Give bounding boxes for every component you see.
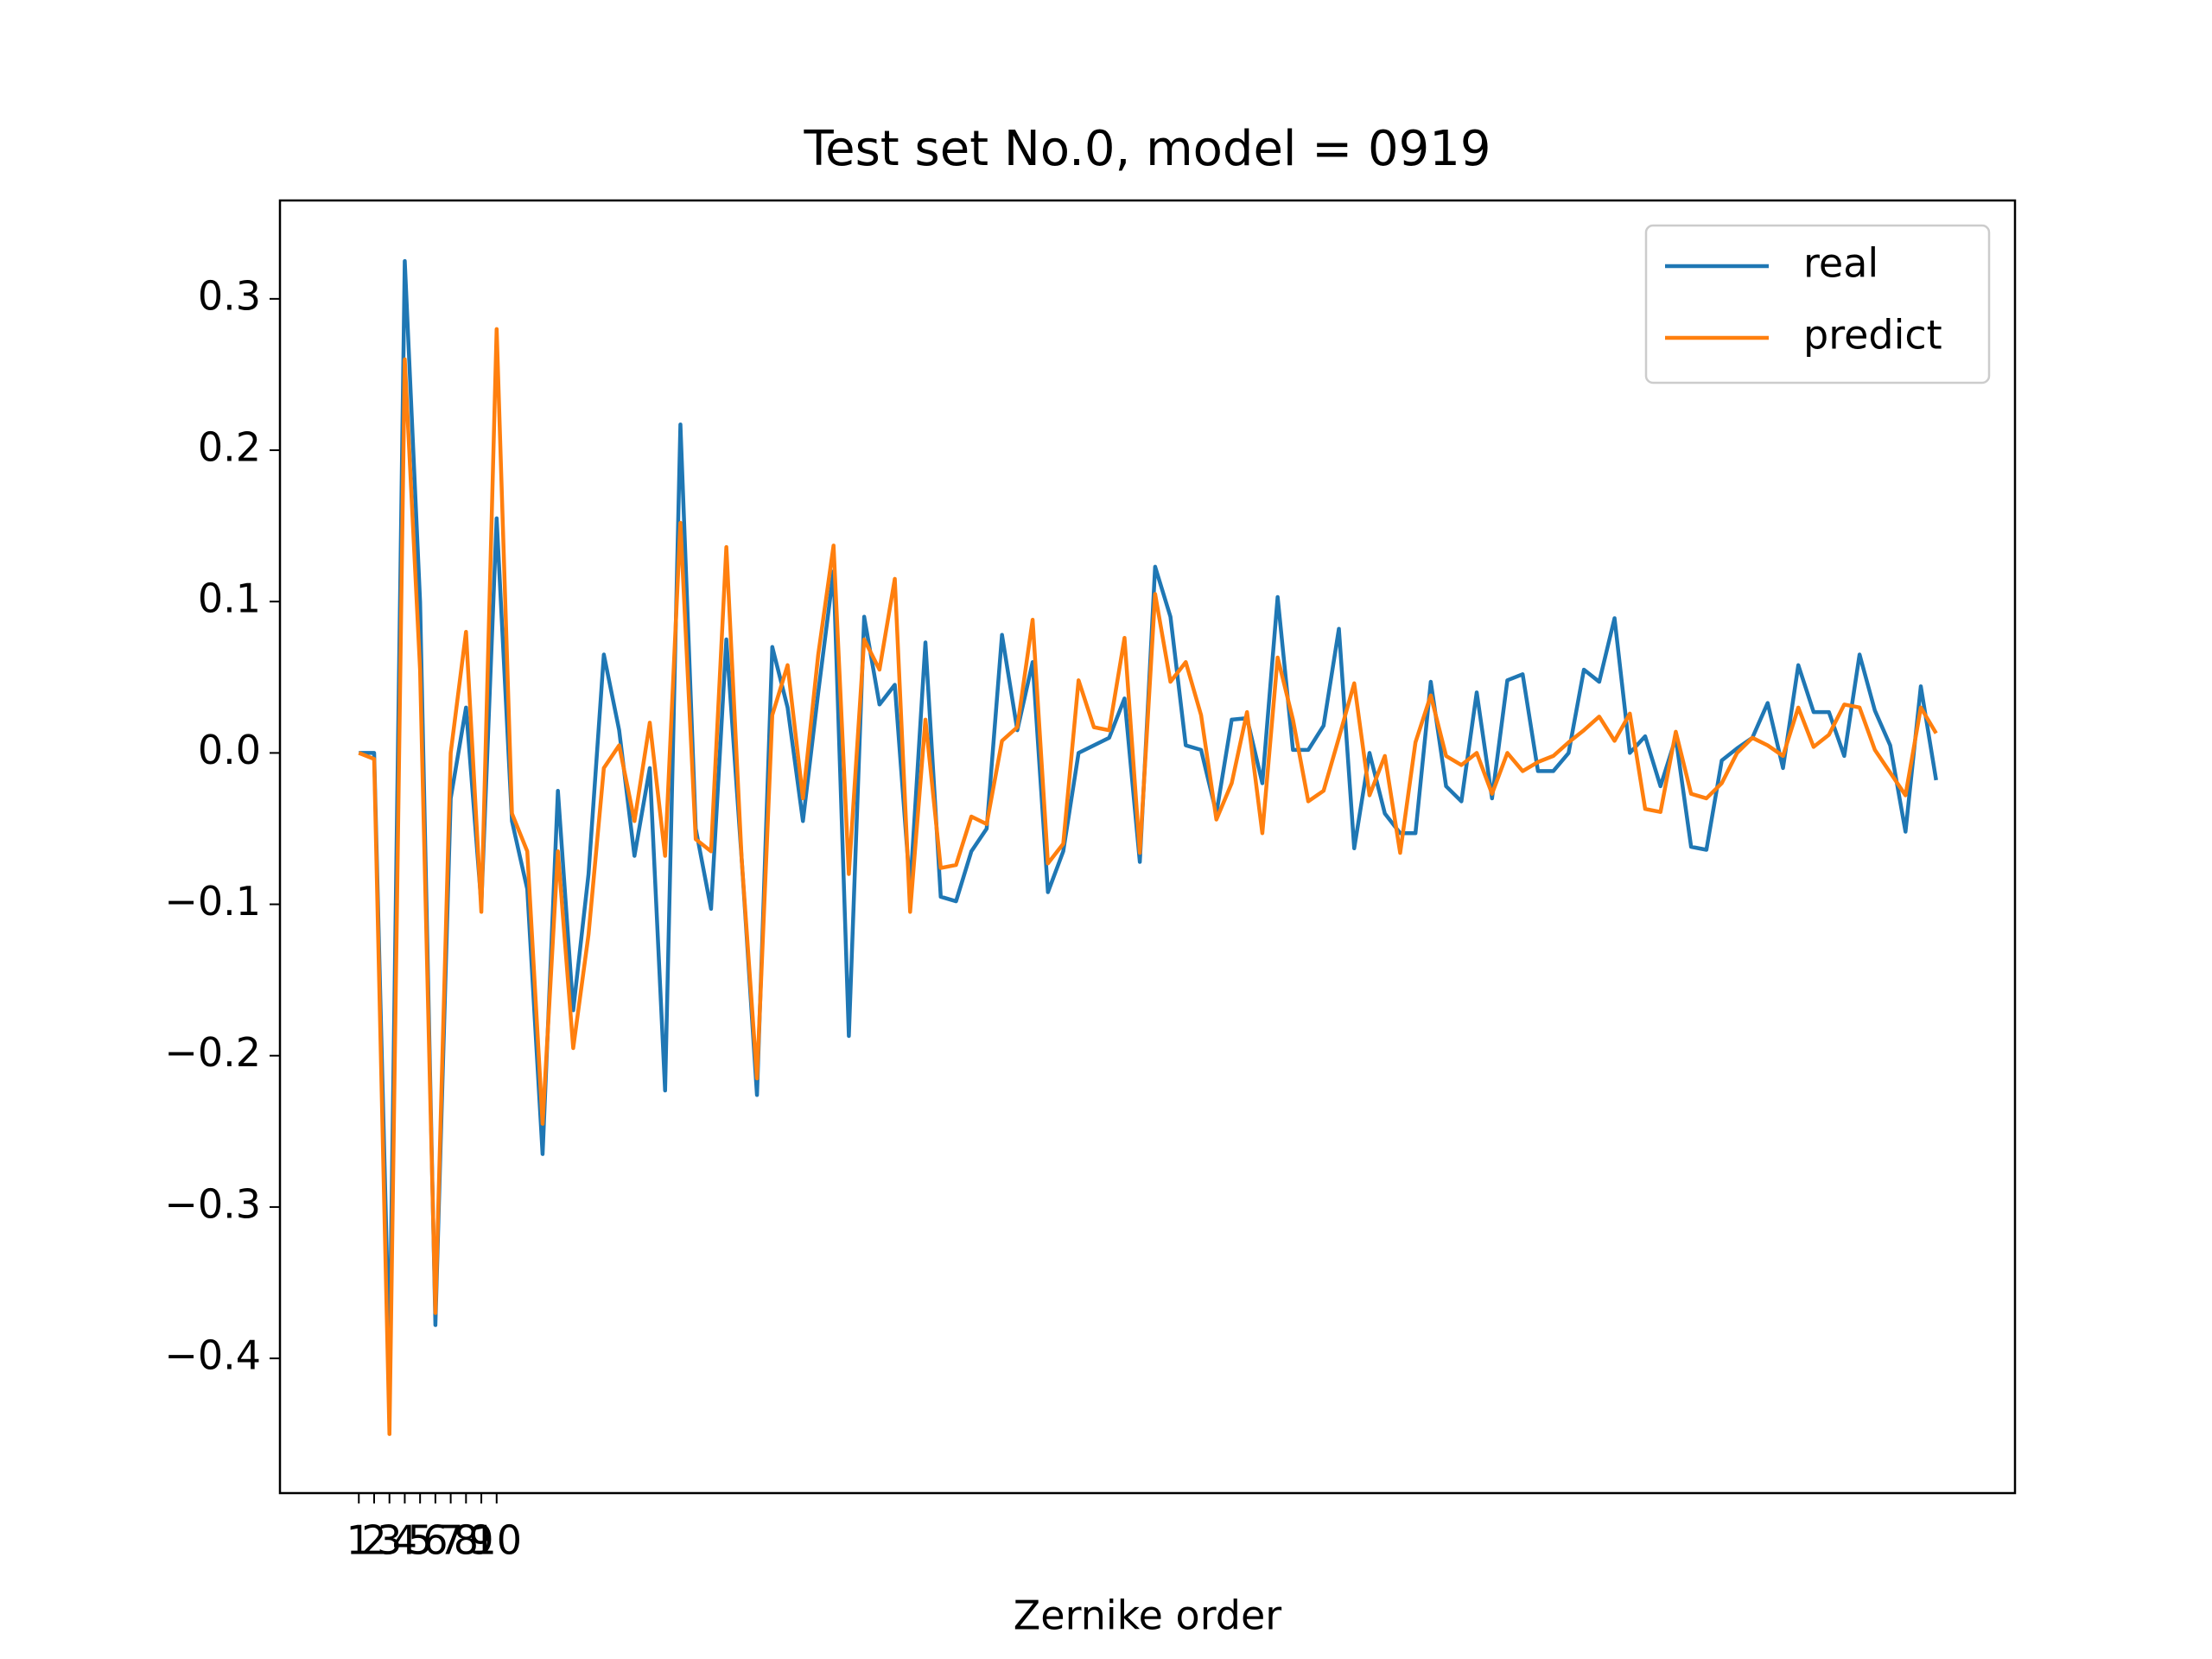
data-line [358,327,1938,1436]
y-tick-label: 0.0 [198,727,261,773]
x-tick-label: 3 [377,1517,402,1564]
x-tick-label: 2 [361,1517,386,1564]
x-tick-label: 7 [438,1517,463,1564]
y-tick-label: 0.3 [198,272,261,319]
y-tick-label: 0.2 [198,424,261,471]
y-tick-label: −0.3 [164,1180,261,1227]
x-tick-label: 9 [468,1517,493,1564]
x-tick-label: 6 [423,1517,448,1564]
legend-label: real [1803,240,1878,287]
y-tick-label: 0.1 [198,575,261,622]
x-tick-label: 4 [392,1517,417,1564]
x-axis-label: Zernike order [1014,1592,1282,1639]
y-tick-label: −0.2 [164,1029,261,1076]
axes-frame [278,199,2017,1495]
x-tick-label: 5 [408,1517,433,1564]
x-tick-label: 10 [472,1517,523,1564]
legend-label: predict [1803,312,1942,359]
data-line [359,258,1938,1361]
y-tick-label: −0.4 [164,1332,261,1379]
x-tick-label: 8 [454,1517,479,1564]
x-tick-label: 1 [346,1517,372,1564]
y-tick-label: −0.1 [164,878,261,925]
chart-title: Test set No.0, model = 0919 [803,121,1491,177]
